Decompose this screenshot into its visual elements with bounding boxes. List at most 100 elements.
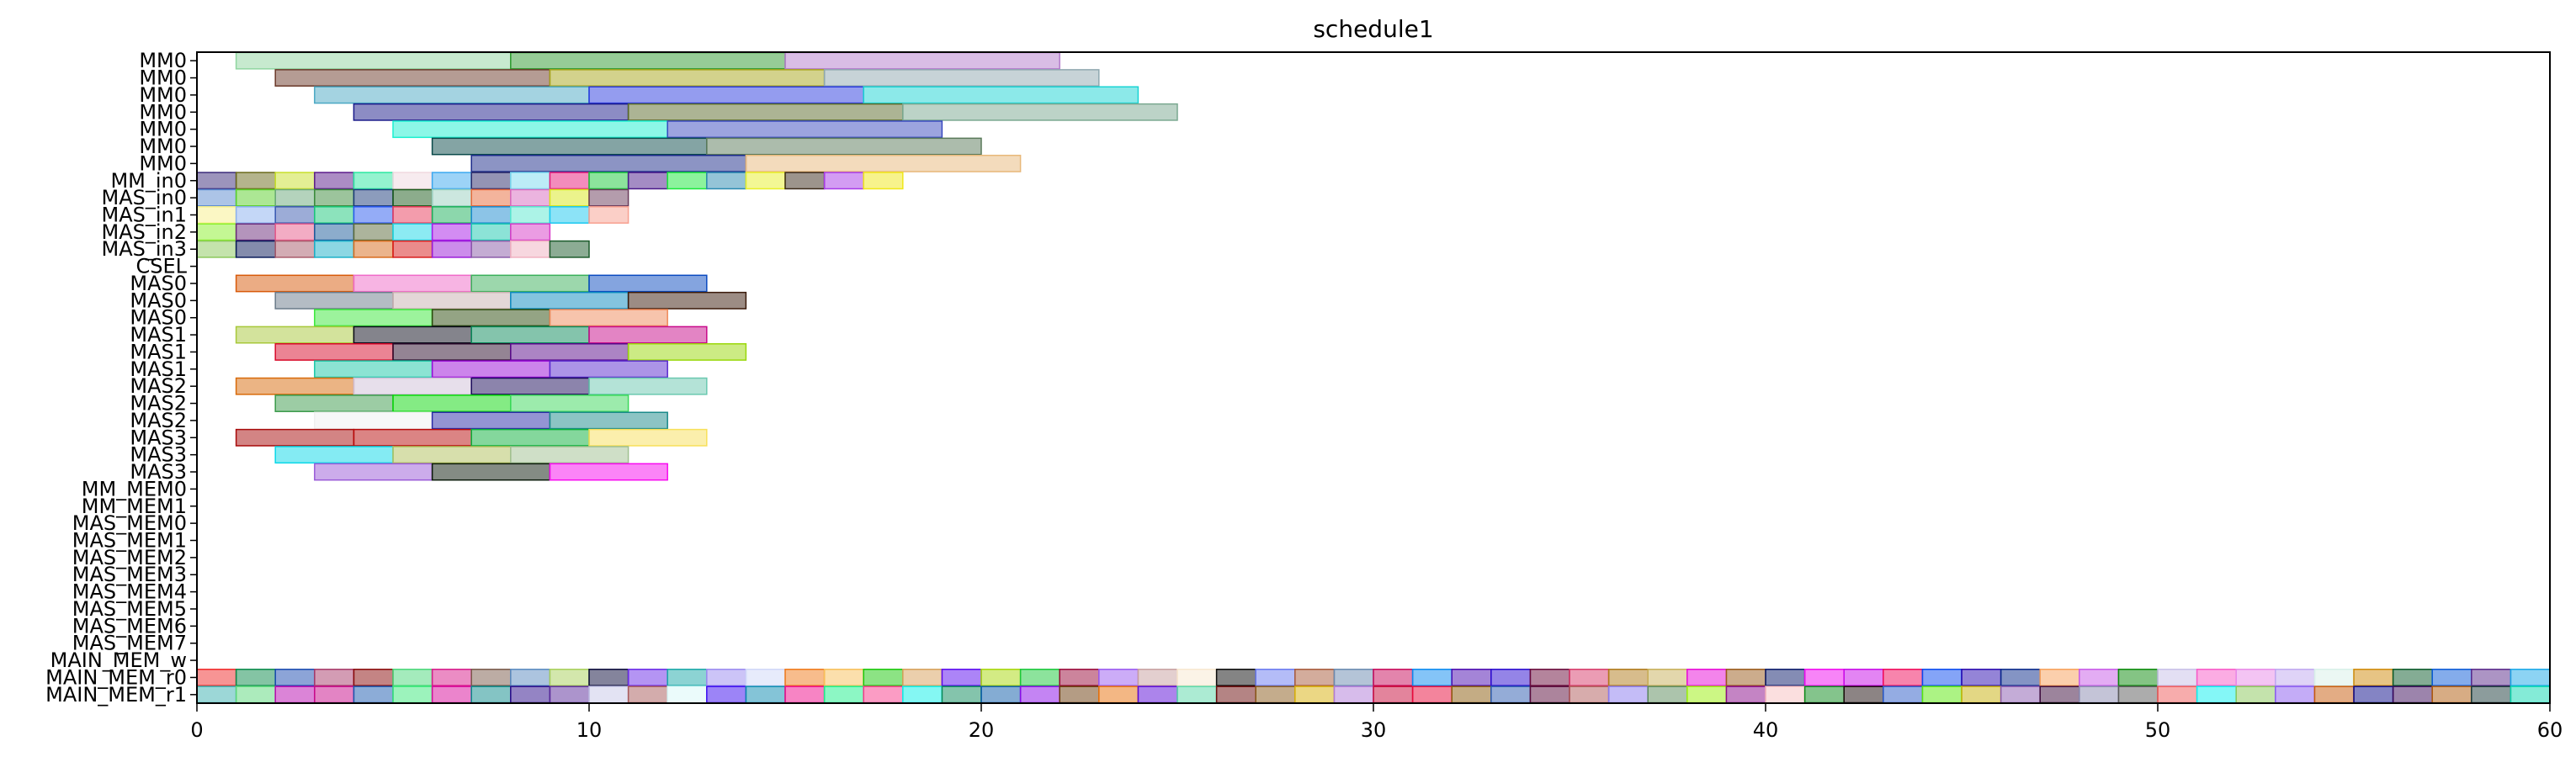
task-bar xyxy=(431,137,708,156)
task-bar xyxy=(314,223,355,241)
task-bar xyxy=(1765,686,1806,704)
task-bar xyxy=(314,240,355,258)
task-bar xyxy=(392,686,433,704)
task-bar xyxy=(2313,669,2355,686)
task-bar xyxy=(627,669,668,686)
task-bar xyxy=(235,669,276,686)
task-bar xyxy=(1686,669,1728,686)
y-tick-label: MM0 xyxy=(139,151,187,175)
task-bar xyxy=(353,274,472,293)
task-bar xyxy=(2392,669,2433,686)
task-bar xyxy=(314,172,355,190)
task-bar xyxy=(588,206,629,224)
task-bar xyxy=(353,206,394,224)
y-tick-label: MAS0 xyxy=(130,272,187,295)
task-bar xyxy=(314,411,433,430)
task-bar xyxy=(667,172,708,190)
task-bar xyxy=(863,172,904,190)
task-bar xyxy=(470,377,590,395)
task-bar xyxy=(353,223,394,241)
task-bar xyxy=(745,669,786,686)
task-bar xyxy=(431,223,472,241)
task-bar xyxy=(392,291,512,310)
task-bar xyxy=(274,686,316,704)
x-tick-label: 60 xyxy=(2537,718,2563,742)
task-bar xyxy=(353,103,629,121)
task-bar xyxy=(431,172,472,190)
task-bar xyxy=(2157,669,2198,686)
task-bar xyxy=(470,669,512,686)
task-bar xyxy=(549,686,590,704)
task-bar xyxy=(2313,686,2355,704)
task-bar xyxy=(2471,669,2512,686)
y-tick-label: MAS_MEM7 xyxy=(72,632,187,655)
task-bar xyxy=(353,188,394,207)
task-bar xyxy=(274,669,316,686)
task-bar xyxy=(1137,669,1178,686)
task-bar xyxy=(706,137,982,156)
task-bar xyxy=(235,223,276,241)
task-bar xyxy=(314,686,355,704)
task-bar xyxy=(510,223,551,241)
task-bar xyxy=(823,686,864,704)
task-bar xyxy=(1607,669,1649,686)
task-bar xyxy=(470,206,512,224)
y-tick-label: MAS_MEM4 xyxy=(72,580,187,604)
task-bar xyxy=(392,120,668,139)
task-bar xyxy=(1373,686,1414,704)
task-bar xyxy=(549,206,590,224)
task-bar xyxy=(1843,686,1884,704)
task-bar xyxy=(235,206,276,224)
task-bar xyxy=(392,343,512,361)
task-bar xyxy=(274,69,551,87)
task-bar xyxy=(235,172,276,190)
x-axis: 0 10 20 30 40 50 60 xyxy=(190,703,2563,742)
task-bar xyxy=(667,686,708,704)
task-bar xyxy=(314,309,433,327)
task-bar xyxy=(627,686,668,704)
task-bar xyxy=(941,669,982,686)
task-bar xyxy=(196,686,237,704)
task-bar xyxy=(1921,669,1963,686)
task-bar xyxy=(235,326,355,344)
task-bar xyxy=(549,172,590,190)
task-bar xyxy=(2235,686,2276,704)
task-bar xyxy=(274,240,316,258)
y-tick-label: MAS0 xyxy=(130,306,187,330)
task-bar xyxy=(431,669,472,686)
task-bar xyxy=(431,360,551,378)
y-tick-label: MM_MEM1 xyxy=(82,495,187,518)
task-bar xyxy=(588,86,864,104)
y-tick-label: MAS_in2 xyxy=(101,220,187,244)
task-bar xyxy=(2431,686,2472,704)
task-bar xyxy=(2079,669,2120,686)
y-tick-label: MAS3 xyxy=(130,460,187,484)
x-tick-label: 50 xyxy=(2145,718,2171,742)
task-bar xyxy=(667,120,943,139)
task-bar xyxy=(784,669,826,686)
y-tick-label: MAS2 xyxy=(130,392,187,416)
task-bar xyxy=(392,188,433,207)
task-bar xyxy=(2079,686,2120,704)
y-tick-label: MM0 xyxy=(139,135,187,158)
task-bar xyxy=(510,446,629,464)
task-bar xyxy=(314,669,355,686)
task-bar xyxy=(1019,686,1060,704)
task-bar xyxy=(549,188,590,207)
task-bar xyxy=(510,172,551,190)
task-bar xyxy=(470,326,590,344)
task-bar xyxy=(314,360,433,378)
task-bar xyxy=(2510,669,2551,686)
task-bar xyxy=(1098,686,1139,704)
task-bar xyxy=(902,686,943,704)
task-bar xyxy=(823,172,864,190)
task-bar xyxy=(392,223,433,241)
task-bar xyxy=(902,669,943,686)
task-bar xyxy=(549,240,590,258)
task-bar xyxy=(392,172,433,190)
task-bar xyxy=(235,188,276,207)
task-bar xyxy=(588,669,629,686)
task-bar xyxy=(470,223,512,241)
y-tick-label: MAIN_MEM_w xyxy=(50,648,187,672)
task-bar xyxy=(353,669,394,686)
